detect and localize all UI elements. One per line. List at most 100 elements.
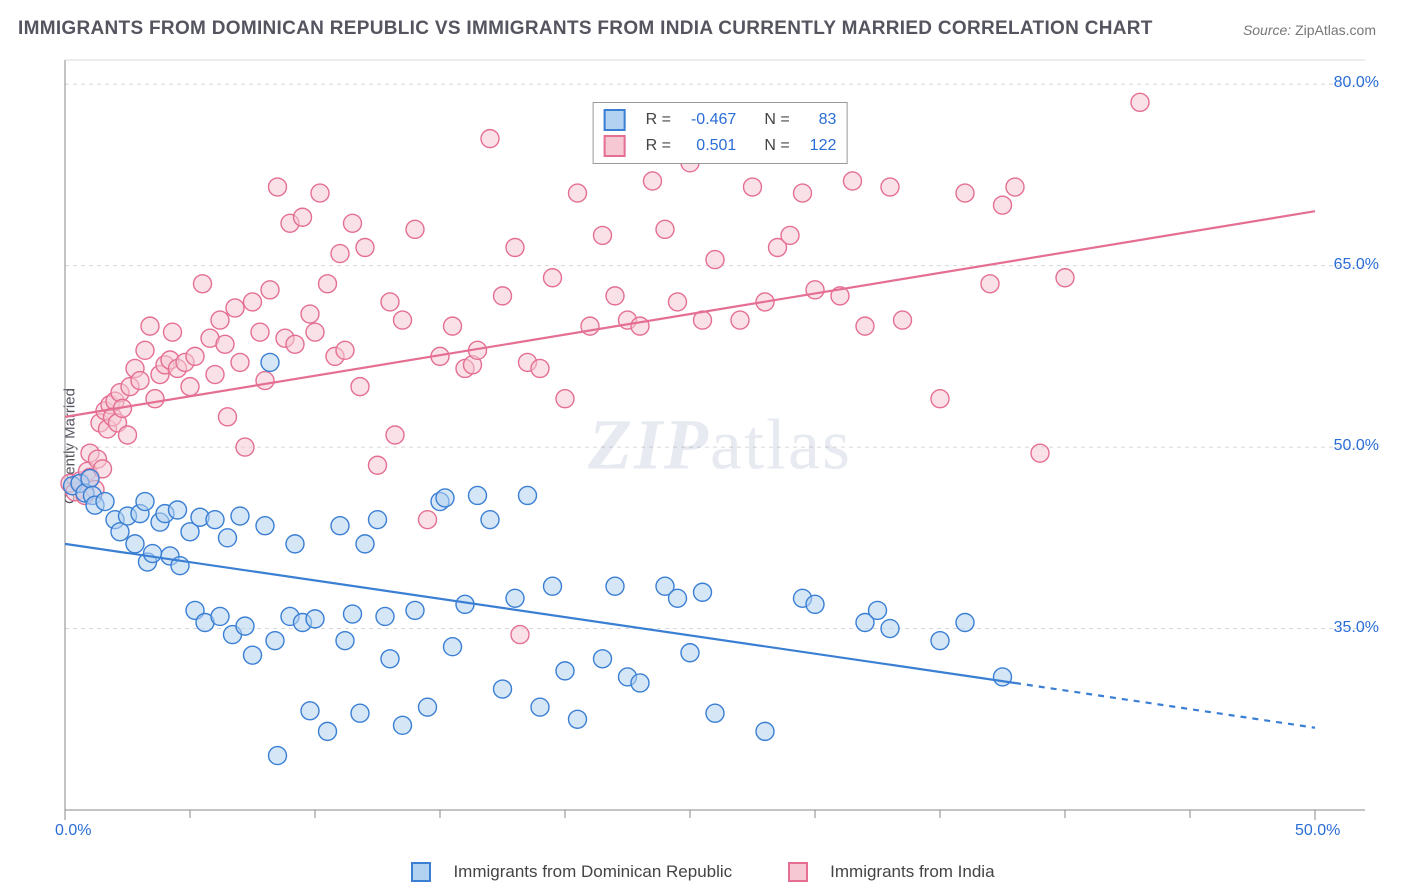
scatter-point (381, 293, 399, 311)
scatter-point (594, 226, 612, 244)
scatter-point (261, 281, 279, 299)
legend-swatch-icon (411, 862, 431, 882)
scatter-point (344, 214, 362, 232)
y-tick-label: 65.0% (1334, 256, 1379, 274)
x-tick-label: 50.0% (1295, 822, 1340, 840)
legend-swatch-icon (788, 862, 808, 882)
scatter-point (126, 535, 144, 553)
correlation-table: R =-0.467N =83R =0.501N =122 (594, 107, 847, 159)
source-label: Source: (1243, 22, 1291, 38)
scatter-point (406, 220, 424, 238)
scatter-point (319, 722, 337, 740)
scatter-point (211, 607, 229, 625)
scatter-point (219, 529, 237, 547)
scatter-point (301, 305, 319, 323)
legend-item: Immigrants from Dominican Republic (397, 861, 746, 882)
y-tick-label: 35.0% (1334, 619, 1379, 637)
y-tick-label: 50.0% (1334, 437, 1379, 455)
legend-item-label: Immigrants from Dominican Republic (453, 862, 732, 882)
x-tick-label: 0.0% (55, 822, 91, 840)
scatter-point (244, 646, 262, 664)
scatter-point (731, 311, 749, 329)
chart-title: IMMIGRANTS FROM DOMINICAN REPUBLIC VS IM… (18, 18, 1153, 40)
scatter-point (96, 493, 114, 511)
scatter-point (344, 605, 362, 623)
scatter-point (236, 438, 254, 456)
scatter-point (331, 245, 349, 263)
scatter-point (706, 704, 724, 722)
scatter-point (144, 545, 162, 563)
scatter-point (194, 275, 212, 293)
source-value: ZipAtlas.com (1295, 22, 1376, 38)
scatter-point (251, 323, 269, 341)
scatter-point (556, 390, 574, 408)
scatter-point (136, 493, 154, 511)
scatter-point (569, 710, 587, 728)
correlation-legend: R =-0.467N =83R =0.501N =122 (593, 102, 848, 164)
scatter-point (544, 577, 562, 595)
scatter-point (436, 489, 454, 507)
scatter-point (206, 511, 224, 529)
scatter-point (556, 662, 574, 680)
scatter-point (606, 577, 624, 595)
scatter-point (844, 172, 862, 190)
scatter-point (756, 722, 774, 740)
scatter-point (806, 595, 824, 613)
scatter-point (531, 698, 549, 716)
y-tick-label: 80.0% (1334, 74, 1379, 92)
scatter-point (444, 638, 462, 656)
scatter-point (356, 535, 374, 553)
scatter-point (781, 226, 799, 244)
scatter-point (336, 341, 354, 359)
scatter-point (216, 335, 234, 353)
scatter-point (236, 617, 254, 635)
scatter-point (856, 317, 874, 335)
scatter-point (164, 323, 182, 341)
scatter-point (544, 269, 562, 287)
scatter-point (376, 607, 394, 625)
correlation-row: R =-0.467N =83 (594, 107, 847, 133)
scatter-point (386, 426, 404, 444)
scatter-point (181, 378, 199, 396)
scatter-point (956, 614, 974, 632)
scatter-point (631, 674, 649, 692)
scatter-point (269, 747, 287, 765)
legend-item: Immigrants from India (774, 861, 1008, 882)
scatter-point (531, 359, 549, 377)
scatter-point (994, 196, 1012, 214)
scatter-point (981, 275, 999, 293)
scatter-point (136, 341, 154, 359)
scatter-point (1031, 444, 1049, 462)
scatter-point (244, 293, 262, 311)
scatter-point (311, 184, 329, 202)
scatter-point (331, 517, 349, 535)
scatter-point (231, 507, 249, 525)
scatter-point (469, 486, 487, 504)
scatter-point (231, 353, 249, 371)
scatter-point (146, 390, 164, 408)
correlation-row: R =0.501N =122 (594, 133, 847, 159)
scatter-point (219, 408, 237, 426)
legend-swatch-icon (604, 109, 626, 131)
n-label: N = (746, 133, 799, 159)
scatter-point (369, 456, 387, 474)
scatter-point (211, 311, 229, 329)
scatter-point (494, 680, 512, 698)
scatter-point (141, 317, 159, 335)
scatter-point (81, 470, 99, 488)
scatter-point (306, 323, 324, 341)
scatter-point (394, 311, 412, 329)
scatter-point (894, 311, 912, 329)
scatter-point (744, 178, 762, 196)
scatter-point (356, 239, 374, 257)
n-value: 122 (800, 133, 847, 159)
scatter-point (694, 583, 712, 601)
scatter-point (186, 347, 204, 365)
r-value: -0.467 (681, 107, 746, 133)
scatter-point (1131, 93, 1149, 111)
r-label: R = (636, 133, 681, 159)
scatter-point (606, 287, 624, 305)
scatter-point (269, 178, 287, 196)
scatter-point (419, 698, 437, 716)
n-value: 83 (800, 107, 847, 133)
